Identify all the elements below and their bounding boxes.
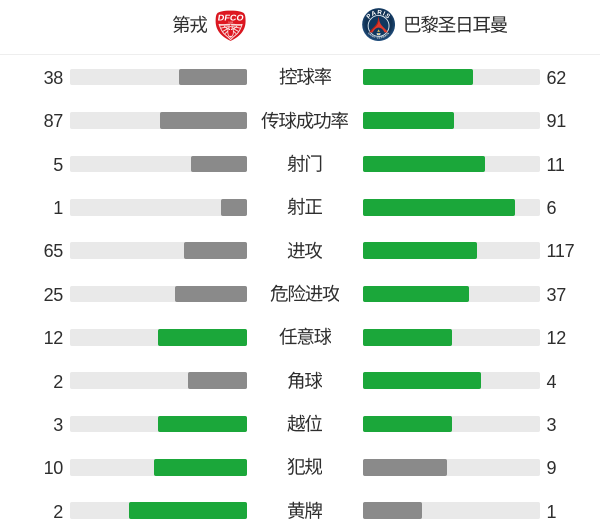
svg-text:DFCO: DFCO — [217, 12, 244, 22]
svg-text:PARIS: PARIS — [366, 9, 392, 21]
svg-text:1898: 1898 — [228, 21, 234, 23]
